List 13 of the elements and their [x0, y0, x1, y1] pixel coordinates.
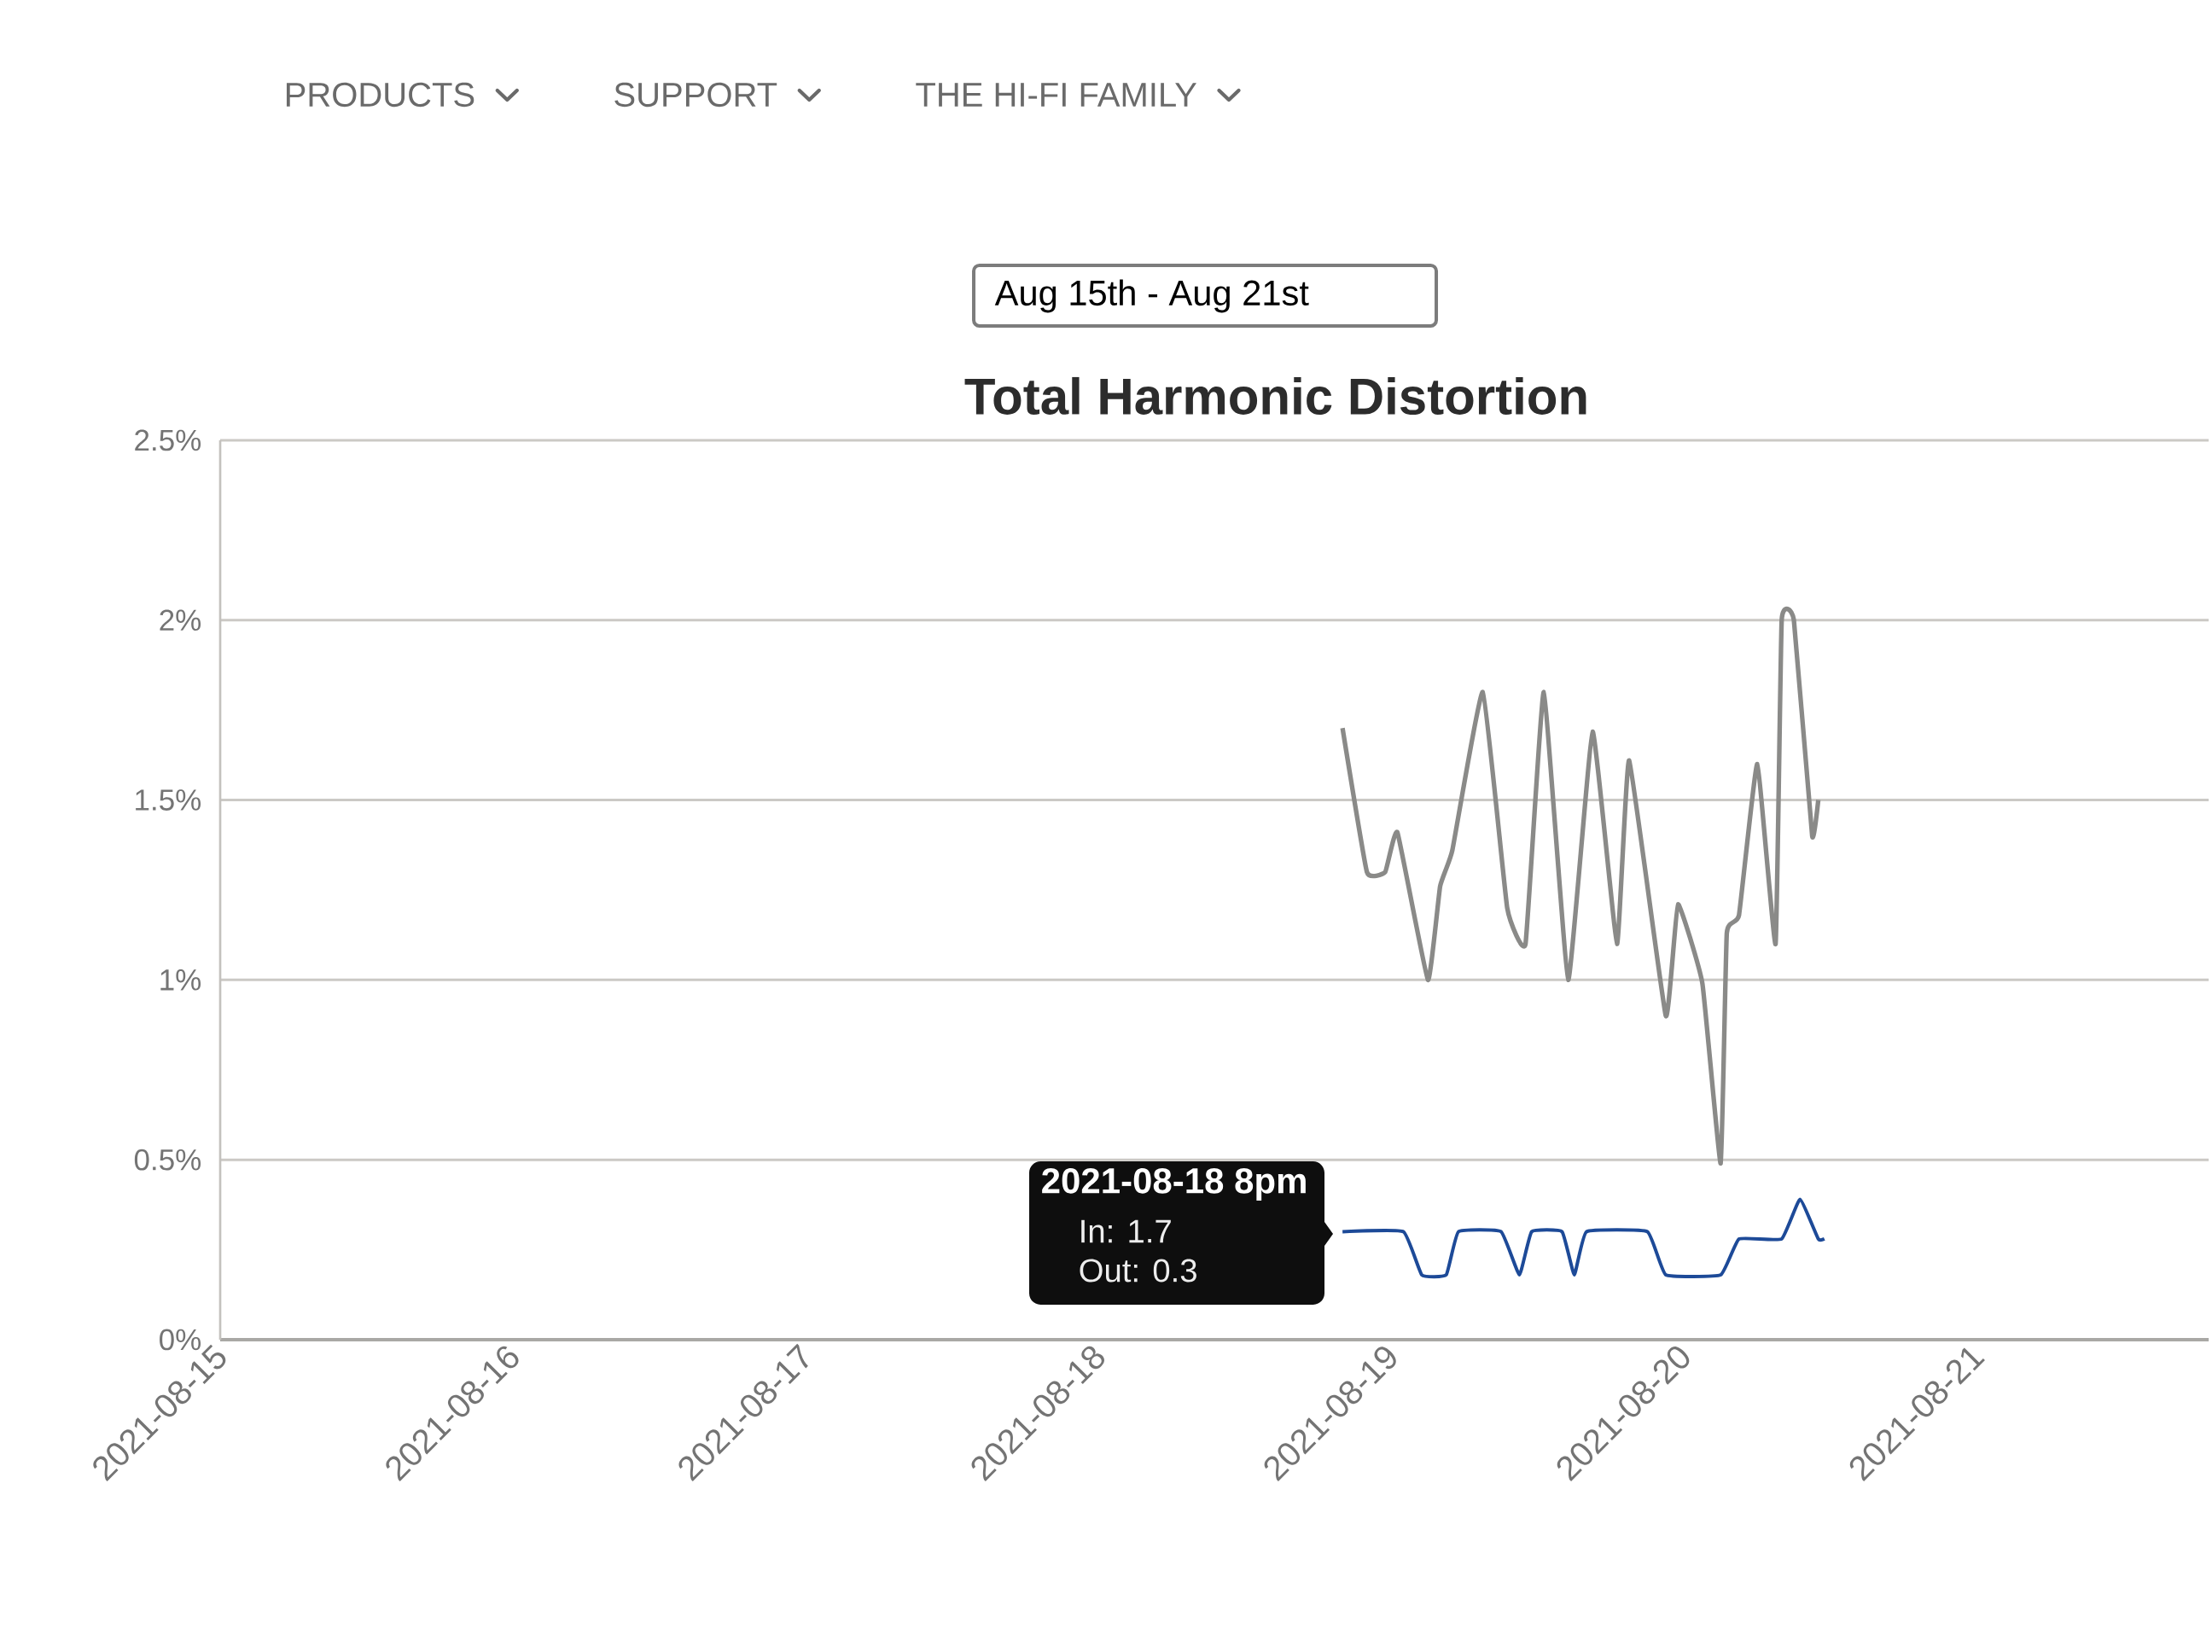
annotation: In: 1.7: [1081, 1219, 1171, 1243]
y-tick-label: 1.5%: [136, 789, 201, 811]
chart-title: Total Harmonic Distortion: [964, 376, 1586, 415]
text: THE HI-FI FAMILY: [916, 83, 1196, 107]
annotation: 2021-08-18 8pm: [1042, 1167, 1306, 1201]
annotation: Out: 0.3: [1080, 1259, 1196, 1283]
text: SUPPORT: [614, 82, 777, 108]
text: PRODUCTS: [286, 82, 474, 108]
text: Aug 15th - Aug 21st: [994, 279, 1309, 313]
y-tick-label: 2.5%: [135, 429, 201, 451]
y-tick-label: 1%: [160, 969, 201, 991]
y-tick-label: 2%: [160, 609, 201, 631]
y-tick-label: 0.5%: [134, 1149, 201, 1171]
